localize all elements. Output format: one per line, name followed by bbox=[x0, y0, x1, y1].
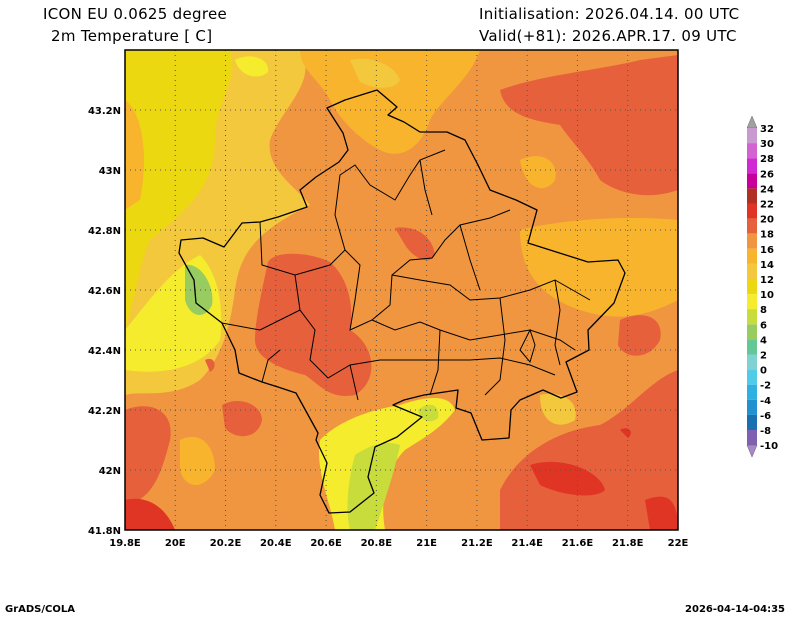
footer-timestamp: 2026-04-14-04:35 bbox=[685, 604, 785, 615]
colorbar-bin bbox=[747, 354, 757, 370]
colorbar-label: 28 bbox=[760, 154, 774, 165]
colorbar-label: 26 bbox=[760, 169, 774, 180]
colorbar-label: 14 bbox=[760, 260, 774, 271]
colorbar-label: -8 bbox=[760, 426, 771, 437]
lat-tick-label: 42.4N bbox=[88, 346, 121, 357]
map-frame bbox=[124, 49, 679, 531]
colorbar-bin bbox=[747, 399, 757, 415]
valid-time: Valid(+81): 2026.APR.17. 09 UTC bbox=[479, 27, 737, 45]
colorbar-label: 18 bbox=[760, 230, 774, 241]
colorbar-bin bbox=[747, 233, 757, 249]
colorbar-bin bbox=[747, 173, 757, 189]
municipal-borders bbox=[221, 149, 591, 401]
lon-tick-label: 20.4E bbox=[260, 538, 292, 549]
variable-title: 2m Temperature [ C] bbox=[51, 27, 213, 45]
colorbar-label: 8 bbox=[760, 305, 767, 316]
lon-tick-label: 21.4E bbox=[511, 538, 543, 549]
colorbar-label: 22 bbox=[760, 200, 774, 211]
colorbar-bin bbox=[747, 279, 757, 295]
colorbar-label: 32 bbox=[760, 124, 774, 135]
lon-tick-label: 21E bbox=[416, 538, 437, 549]
init-time: Initialisation: 2026.04.14. 00 UTC bbox=[479, 5, 740, 23]
lon-tick-label: 21.6E bbox=[562, 538, 594, 549]
colorbar-bin bbox=[747, 339, 757, 355]
colorbar-label: 6 bbox=[760, 320, 767, 331]
colorbar-label: 0 bbox=[760, 366, 767, 377]
colorbar-bin bbox=[747, 294, 757, 310]
colorbar-bin bbox=[747, 309, 757, 325]
colorbar-bin bbox=[747, 248, 757, 264]
graticule bbox=[125, 50, 678, 530]
footer-credit: GrADS/COLA bbox=[5, 604, 75, 615]
colorbar-label: 16 bbox=[760, 245, 774, 256]
lon-tick-label: 20.8E bbox=[361, 538, 393, 549]
lat-tick-label: 42.2N bbox=[88, 406, 121, 417]
colorbar-over-arrow bbox=[746, 115, 758, 129]
colorbar-label: 24 bbox=[760, 184, 774, 195]
colorbar-bin bbox=[747, 203, 757, 219]
lat-tick-label: 42N bbox=[99, 466, 121, 477]
colorbar-label: -4 bbox=[760, 396, 771, 407]
colorbar-label: 20 bbox=[760, 215, 774, 226]
lat-tick-label: 42.6N bbox=[88, 286, 121, 297]
colorbar-bin bbox=[747, 218, 757, 234]
colorbar-label: -6 bbox=[760, 411, 771, 422]
colorbar-label: -10 bbox=[760, 441, 778, 452]
lon-tick-label: 20.6E bbox=[310, 538, 342, 549]
colorbar-bin bbox=[747, 263, 757, 279]
lat-tick-label: 41.8N bbox=[88, 526, 121, 537]
colorbar-label: 2 bbox=[760, 351, 767, 362]
lon-tick-label: 20.2E bbox=[210, 538, 242, 549]
colorbar-bin bbox=[747, 369, 757, 385]
country-border bbox=[178, 89, 626, 514]
axis-labels: 19.8E 20E 20.2E 20.4E 20.6E 20.8E 21E 21.2E 21.4… bbox=[88, 106, 689, 549]
colorbar-bin bbox=[747, 430, 757, 446]
colorbar-label: 10 bbox=[760, 290, 774, 301]
lat-tick-label: 43N bbox=[99, 166, 121, 177]
lon-tick-label: 21.8E bbox=[612, 538, 644, 549]
colorbar-bin bbox=[747, 324, 757, 340]
colorbar-bin bbox=[747, 384, 757, 400]
model-title: ICON EU 0.0625 degree bbox=[43, 5, 228, 23]
colorbar-bin bbox=[747, 143, 757, 159]
colorbar-under-arrow bbox=[746, 444, 758, 458]
colorbar-label: -2 bbox=[760, 381, 771, 392]
colorbar-bin bbox=[747, 128, 757, 144]
lat-tick-label: 43.2N bbox=[88, 106, 121, 117]
lat-tick-label: 42.8N bbox=[88, 226, 121, 237]
colorbar-bin bbox=[747, 158, 757, 174]
lon-tick-label: 20E bbox=[165, 538, 186, 549]
colorbar-bin bbox=[747, 414, 757, 430]
colorbar-label: 30 bbox=[760, 139, 774, 150]
colorbar-label: 4 bbox=[760, 335, 767, 346]
lon-tick-label: 19.8E bbox=[109, 538, 141, 549]
lon-tick-label: 22E bbox=[668, 538, 689, 549]
colorbar-label: 12 bbox=[760, 275, 774, 286]
lon-tick-label: 21.2E bbox=[461, 538, 493, 549]
colorbar-bin bbox=[747, 188, 757, 204]
